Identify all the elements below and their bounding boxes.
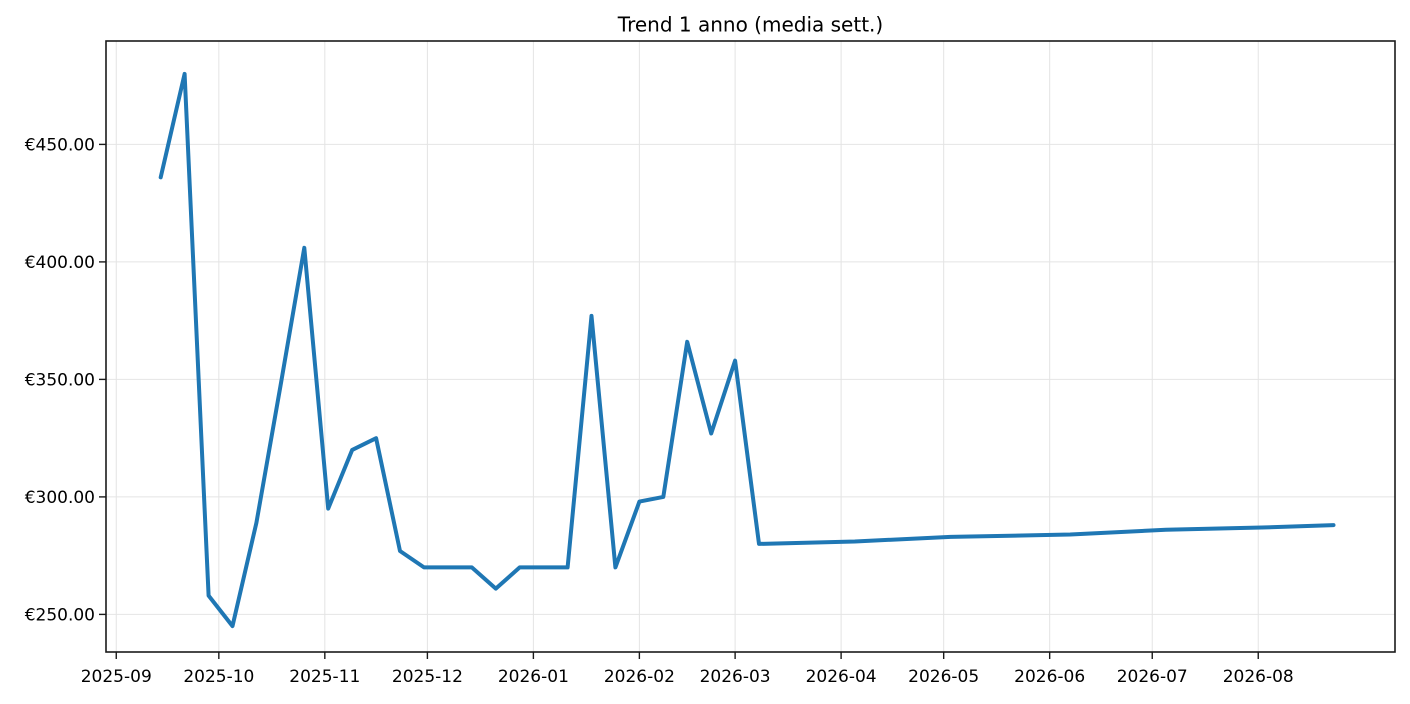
plot-border bbox=[105, 40, 1396, 653]
x-tick-label: 2025-11 bbox=[289, 667, 360, 687]
y-tick-label: €300.00 bbox=[25, 488, 95, 508]
x-tick-label: 2026-05 bbox=[908, 667, 979, 687]
x-tick-label: 2026-04 bbox=[806, 667, 877, 687]
series-layer bbox=[158, 71, 1336, 629]
y-tick-label: €350.00 bbox=[25, 370, 95, 390]
y-tick-label: €450.00 bbox=[25, 135, 95, 155]
x-tick-label: 2025-12 bbox=[392, 667, 463, 687]
x-tick-label: 2026-07 bbox=[1117, 667, 1188, 687]
x-tick-label: 2026-02 bbox=[604, 667, 675, 687]
x-tick-label: 2026-03 bbox=[700, 667, 771, 687]
x-tick-label: 2025-09 bbox=[81, 667, 152, 687]
x-tick-label: 2026-08 bbox=[1223, 667, 1294, 687]
y-tick-label: €400.00 bbox=[25, 253, 95, 273]
trend-line bbox=[158, 71, 1336, 629]
gridlines bbox=[106, 41, 1395, 652]
x-tick-label: 2026-01 bbox=[498, 667, 569, 687]
axes: €250.00 €300.00 €350.00 €400.00 €450.00 2025-… bbox=[25, 40, 1396, 687]
x-tick-label: 2025-10 bbox=[183, 667, 254, 687]
chart-title: Trend 1 anno (media sett.) bbox=[617, 13, 883, 37]
x-tick-label: 2026-06 bbox=[1014, 667, 1085, 687]
y-tick-label: €250.00 bbox=[25, 605, 95, 625]
